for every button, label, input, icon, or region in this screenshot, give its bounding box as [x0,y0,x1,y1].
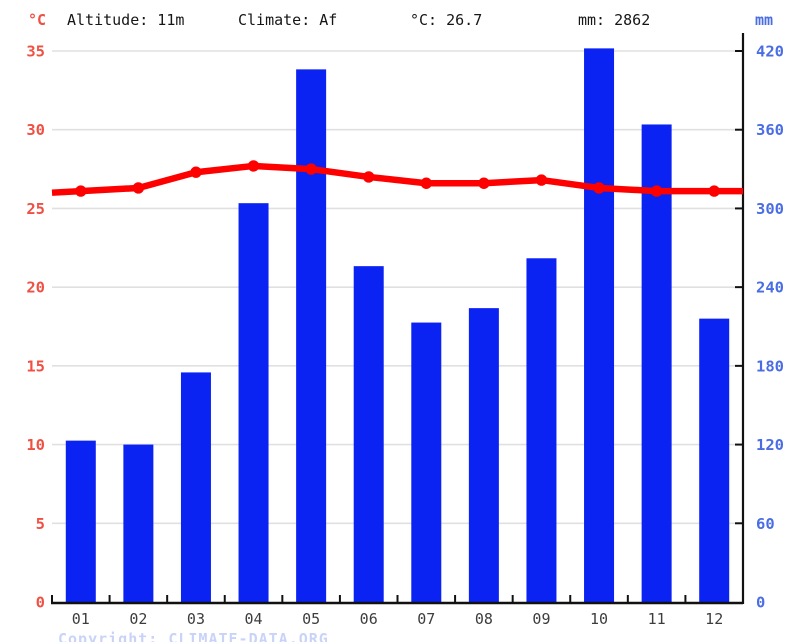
precip-bar-month-03 [180,372,211,602]
temperature-point-month-12 [708,185,720,197]
right-tick-label: 240 [756,279,784,297]
temperature-point-month-10 [593,182,605,194]
left-tick-label: 35 [26,43,45,61]
left-tick-label: 20 [26,279,45,297]
chart-header: °C Altitude: 11m Climate: Af °C: 26.7 mm… [0,11,804,31]
month-label-06: 06 [360,610,378,628]
month-label-07: 07 [417,610,435,628]
precip-bar-month-12 [699,318,730,602]
month-label-03: 03 [187,610,205,628]
temperature-point-month-05 [305,163,317,175]
temperature-point-month-08 [478,177,490,189]
climate-classification-label: Climate: Af [238,11,338,29]
right-tick-label: 300 [756,200,784,218]
temperature-point-month-03 [190,166,202,178]
left-tick-label: 10 [26,436,45,454]
precip-bar-month-07 [411,322,442,602]
precip-bar-month-06 [353,266,384,602]
left-tick-label: 15 [26,357,45,375]
month-label-11: 11 [648,610,666,628]
left-tick-label: 5 [36,515,45,533]
right-tick-label: 120 [756,436,784,454]
right-axis-unit-label: mm [755,11,774,29]
precip-bar-month-10 [584,48,615,602]
average-temperature-label: °C: 26.7 [410,11,483,29]
left-tick-label: 25 [26,200,45,218]
month-label-01: 01 [72,610,90,628]
temperature-point-month-11 [650,185,663,197]
precip-bar-month-04 [238,203,269,602]
annual-precipitation-label: mm: 2862 [578,11,651,29]
right-tick-label: 0 [756,594,765,612]
temperature-point-month-07 [420,177,432,189]
temperature-point-month-09 [535,174,548,186]
month-label-08: 08 [475,610,493,628]
left-axis-unit-label: °C [28,11,47,29]
altitude-label: Altitude: 11m [67,11,185,29]
precip-bar-month-08 [468,308,499,602]
precip-bar-month-05 [296,69,327,602]
precip-bar-month-01 [65,440,96,602]
right-tick-label: 360 [756,121,784,139]
left-tick-label: 0 [36,594,45,612]
precip-bar-month-09 [526,258,557,602]
temperature-point-month-06 [363,171,375,183]
temperature-point-month-02 [132,182,145,194]
temperature-point-month-04 [247,160,260,172]
right-tick-label: 60 [756,515,775,533]
right-tick-label: 420 [756,43,784,61]
precip-bar-month-11 [641,124,672,602]
left-tick-label: 30 [26,121,45,139]
precip-bar-month-02 [123,444,154,602]
month-label-09: 09 [532,610,550,628]
month-label-05: 05 [302,610,320,628]
copyright-watermark: Copyright: CLIMATE-DATA.ORG [58,630,329,642]
month-label-04: 04 [245,610,263,628]
month-label-12: 12 [705,610,723,628]
right-tick-label: 180 [756,357,784,375]
month-label-02: 02 [129,610,147,628]
month-label-10: 10 [590,610,608,628]
temperature-point-month-01 [75,185,87,197]
temperature-line [51,162,743,196]
